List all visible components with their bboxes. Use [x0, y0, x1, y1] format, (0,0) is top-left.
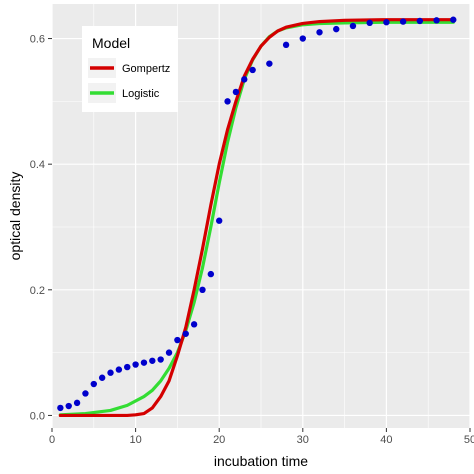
data-point	[282, 41, 290, 49]
y-axis-title: optical density	[7, 172, 23, 261]
model-curves	[58, 18, 455, 418]
y-tick-label: 0.0	[30, 410, 45, 422]
data-point	[132, 361, 139, 368]
data-point	[82, 390, 89, 397]
legend-title: Model	[92, 35, 130, 51]
data-point	[333, 25, 340, 33]
data-point	[316, 29, 323, 36]
data-point	[73, 399, 81, 407]
x-tick-label: 0	[49, 434, 55, 446]
y-tick-label: 0.2	[30, 285, 45, 297]
x-axis: 0 10 20 30 40 50	[49, 428, 474, 446]
data-point	[174, 336, 181, 344]
data-point	[98, 374, 106, 381]
data-point	[107, 369, 114, 376]
x-axis-title: incubation time	[214, 453, 308, 469]
data-point	[249, 66, 256, 74]
series-line-gompertz	[58, 18, 455, 418]
data-point	[383, 19, 390, 26]
data-point	[216, 217, 223, 224]
x-tick-label: 30	[297, 434, 309, 446]
legend-entries: Gompertz Logistic	[88, 58, 170, 103]
data-point	[57, 404, 64, 412]
data-point	[399, 18, 407, 25]
data-point	[115, 366, 123, 373]
data-point	[299, 35, 306, 42]
y-tick-label: 0.6	[30, 34, 45, 46]
data-point	[65, 402, 72, 410]
x-tick-label: 40	[380, 434, 392, 446]
data-point	[224, 98, 231, 105]
x-tick-label: 20	[213, 434, 225, 446]
legend-label-gompertz: Gompertz	[122, 63, 170, 75]
data-point	[199, 286, 206, 294]
data-point	[182, 330, 189, 337]
data-point	[124, 363, 131, 371]
data-point	[366, 19, 373, 27]
legend: Model Gompertz Logistic	[82, 26, 178, 112]
data-point	[140, 359, 148, 366]
x-tick-label: 50	[464, 434, 474, 446]
legend-label-logistic: Logistic	[122, 88, 160, 100]
y-axis: 0.0 0.2 0.4 0.6	[30, 34, 52, 422]
data-point	[90, 380, 98, 388]
data-point	[241, 76, 248, 83]
data-point	[349, 22, 357, 30]
data-point	[157, 356, 164, 363]
data-point	[149, 357, 156, 364]
x-tick-label: 10	[129, 434, 141, 446]
data-point	[433, 17, 440, 24]
data-point	[190, 321, 198, 328]
data-point	[207, 270, 215, 278]
data-point	[450, 16, 457, 23]
data-point	[165, 349, 173, 356]
data-point	[266, 60, 273, 67]
data-point	[232, 88, 240, 96]
observed-points	[57, 16, 457, 412]
y-tick-label: 0.4	[30, 159, 45, 171]
data-point	[416, 17, 424, 25]
